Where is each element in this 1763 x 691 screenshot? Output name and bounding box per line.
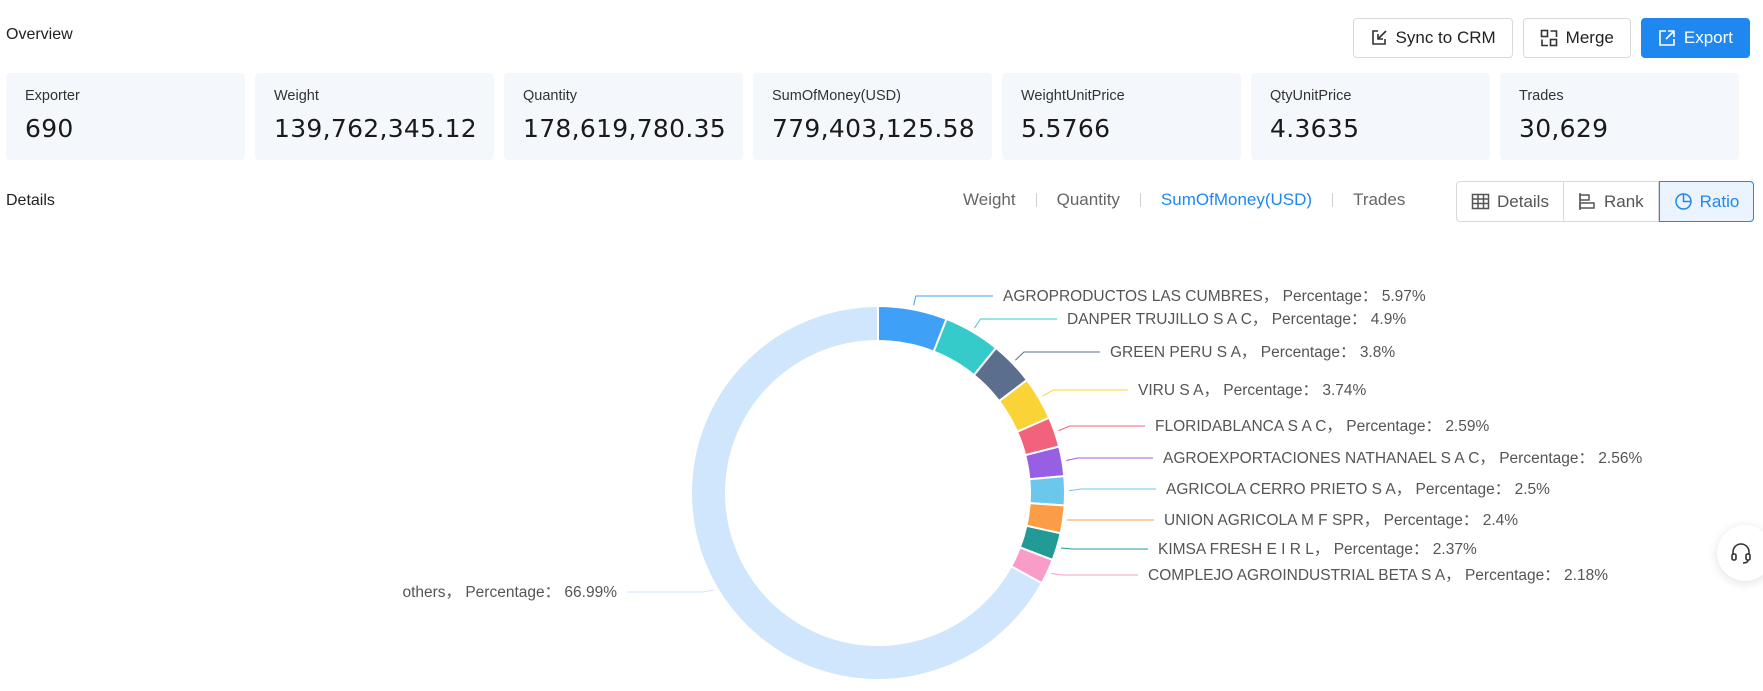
stat-card-exporter: Exporter 690: [6, 73, 245, 160]
stat-value: 5.5766: [1021, 114, 1111, 143]
view-details-button[interactable]: Details: [1457, 182, 1564, 221]
slice-label-7: UNION AGRICOLA M F SPR， Percentage： 2.4%: [1164, 512, 1518, 529]
donut-slice-6[interactable]: [1028, 475, 1066, 507]
leader-line-10: [627, 589, 714, 593]
slice-label-3: VIRU S A， Percentage： 3.74%: [1138, 382, 1367, 399]
stat-card-trades: Trades 30,629: [1500, 73, 1739, 160]
merge-label: Merge: [1565, 28, 1614, 47]
slice-label-2: GREEN PERU S A， Percentage： 3.8%: [1110, 344, 1395, 361]
stat-value: 178,619,780.35: [523, 114, 727, 143]
stat-label: Quantity: [523, 88, 577, 104]
slice-label-4: FLORIDABLANCA S A C， Percentage： 2.59%: [1155, 418, 1489, 435]
export-icon: [1659, 30, 1675, 46]
tab-weight[interactable]: Weight: [963, 190, 1016, 209]
stat-value: 4.3635: [1270, 114, 1360, 143]
stat-card-quantity: Quantity 178,619,780.35: [504, 73, 743, 160]
leader-line-2: [1014, 351, 1100, 361]
slice-label-8: KIMSA FRESH E I R L， Percentage： 2.37%: [1158, 541, 1477, 558]
stat-value: 690: [25, 114, 74, 143]
donut-slice-10[interactable]: [690, 304, 1044, 681]
metric-tabs: Weight Quantity SumOfMoney(USD) Trades: [963, 190, 1405, 210]
merge-button[interactable]: Merge: [1522, 18, 1631, 58]
slice-label-6: AGRICOLA CERRO PRIETO S A， Percentage： 2…: [1166, 481, 1550, 498]
tab-divider: [1035, 193, 1037, 207]
leader-line-4: [1058, 425, 1145, 432]
stat-label: Weight: [274, 88, 319, 104]
leader-line-9: [1051, 572, 1138, 576]
view-ratio-label: Ratio: [1699, 191, 1740, 211]
slice-label-1: DANPER TRUJILLO S A C， Percentage： 4.9%: [1067, 311, 1406, 328]
leader-line-1: [973, 318, 1057, 329]
overview-title: Overview: [6, 26, 73, 43]
slice-label-0: AGROPRODUCTOS LAS CUMBRES， Percentage： 5…: [1003, 288, 1426, 305]
tab-divider: [1332, 193, 1334, 207]
bar-rank-icon: [1579, 193, 1595, 210]
stat-card-sum-of-money: SumOfMoney(USD) 779,403,125.58: [753, 73, 992, 160]
stat-label: SumOfMoney(USD): [772, 88, 901, 104]
view-ratio-button[interactable]: Ratio: [1658, 181, 1755, 222]
stat-card-weight-unit-price: WeightUnitPrice 5.5766: [1002, 73, 1241, 160]
leader-line-0: [913, 295, 993, 306]
slice-label-5: AGROEXPORTACIONES NATHANAEL S A C， Perce…: [1163, 450, 1642, 467]
view-toggle: Details Rank Ratio: [1456, 181, 1755, 222]
stat-label: QtyUnitPrice: [1270, 88, 1352, 104]
stat-label: Exporter: [25, 88, 80, 104]
help-float-button[interactable]: [1717, 525, 1763, 581]
view-details-label: Details: [1497, 191, 1549, 211]
headset-icon: [1731, 543, 1751, 564]
tab-quantity[interactable]: Quantity: [1056, 190, 1120, 209]
leader-line-6: [1068, 488, 1156, 492]
stats-row: Exporter 690 Weight 139,762,345.12 Quant…: [6, 73, 1739, 160]
leader-line-5: [1066, 457, 1153, 462]
merge-icon: [1540, 29, 1557, 47]
sync-to-crm-label: Sync to CRM: [1395, 28, 1496, 47]
leader-line-8: [1060, 547, 1148, 550]
sync-crm-icon: [1371, 30, 1387, 45]
tab-divider: [1139, 193, 1141, 207]
stat-card-qty-unit-price: QtyUnitPrice 4.3635: [1251, 73, 1490, 160]
stat-value: 779,403,125.58: [772, 114, 976, 143]
tab-trades[interactable]: Trades: [1353, 190, 1406, 209]
stat-value: 139,762,345.12: [274, 114, 478, 143]
export-button[interactable]: Export: [1640, 18, 1750, 58]
overview-actions: Sync to CRM Merge Export: [1352, 18, 1750, 58]
view-rank-label: Rank: [1603, 191, 1644, 211]
pie-icon: [1674, 193, 1692, 210]
table-icon: [1471, 193, 1490, 210]
slice-label-9: COMPLEJO AGROINDUSTRIAL BETA S A， Percen…: [1148, 567, 1608, 584]
stat-label: WeightUnitPrice: [1021, 88, 1125, 104]
details-title: Details: [6, 192, 55, 209]
tab-sum-of-money[interactable]: SumOfMoney(USD): [1160, 190, 1313, 209]
export-label: Export: [1683, 28, 1733, 47]
leader-line-3: [1042, 389, 1128, 397]
stat-card-weight: Weight 139,762,345.12: [255, 73, 494, 160]
slice-label-10: others， Percentage： 66.99%: [402, 584, 617, 601]
view-rank-button[interactable]: Rank: [1564, 182, 1659, 221]
stat-label: Trades: [1519, 88, 1564, 104]
stat-value: 30,629: [1519, 114, 1609, 143]
sync-to-crm-button[interactable]: Sync to CRM: [1352, 18, 1513, 58]
